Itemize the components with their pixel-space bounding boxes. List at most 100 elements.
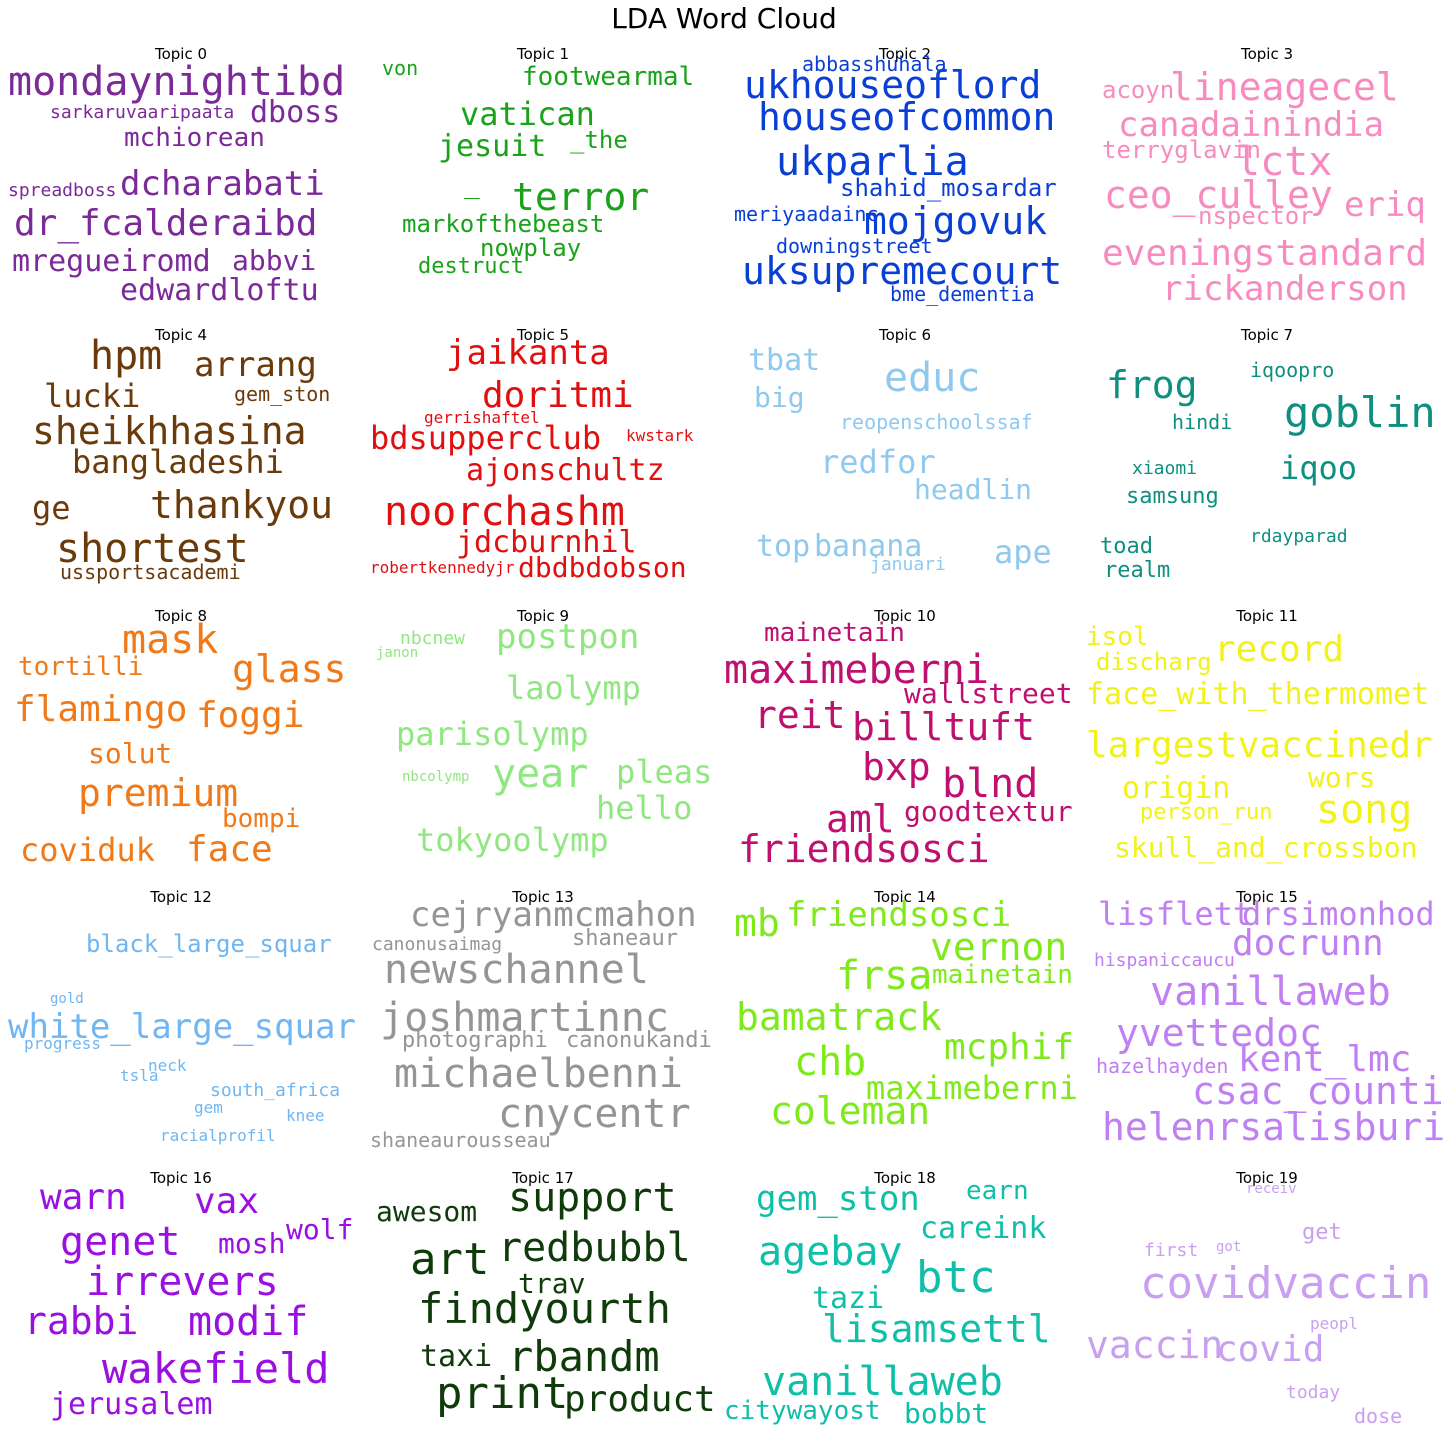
- cloud-word: rbandm: [508, 1332, 660, 1381]
- cloud-word: print: [436, 1368, 569, 1419]
- cloud-word: lisamsettl: [822, 1307, 1051, 1351]
- cloud-word: bompi: [222, 804, 301, 834]
- topic-panel: Topic 18 gem_ston earn careink agebay btc tazi…: [724, 0, 1086, 1428]
- cloud-word: friendsosci: [786, 895, 1012, 935]
- cloud-word: aml: [826, 797, 895, 841]
- cloud-word: earn: [966, 1176, 1029, 1206]
- cloud-word: largestvaccinedr: [1086, 725, 1433, 766]
- cloud-word: ukhouseoflord: [744, 63, 1042, 107]
- cloud-word: shahid_mosardar: [840, 174, 1057, 202]
- cloud-word: dcharabati: [120, 164, 325, 204]
- topic-title: Topic 18: [874, 1169, 936, 1187]
- topic-title: Topic 9: [516, 607, 570, 625]
- cloud-word: reopenschoolssaf: [840, 410, 1033, 434]
- cloud-word: nowplay: [480, 234, 582, 262]
- cloud-word: dose: [1354, 1404, 1403, 1428]
- cloud-word: eriq: [1344, 185, 1426, 225]
- cloud-word: footwearmal: [522, 62, 695, 92]
- cloud-word: redfor: [820, 443, 936, 481]
- topic-title: Topic 19: [1236, 1169, 1298, 1187]
- cloud-word: canadainindia: [1118, 105, 1385, 145]
- topic-panel: Topic 6 tbat educ big reopenschoolssaf redfor…: [724, 0, 1086, 574]
- cloud-word: coleman: [770, 1089, 931, 1133]
- cloud-word: discharg: [1096, 648, 1212, 676]
- cloud-word: product: [564, 1379, 716, 1420]
- cloud-word: findyourth: [418, 1284, 671, 1333]
- cloud-word: gem_ston: [234, 382, 331, 406]
- cloud-word: covidvaccin: [1140, 1258, 1432, 1309]
- cloud-word: iqoopro: [1250, 358, 1335, 382]
- cloud-word: pleas: [616, 753, 713, 791]
- cloud-word: hello: [596, 789, 693, 827]
- cloud-word: wors: [1308, 761, 1376, 794]
- cloud-word: trav: [518, 1267, 586, 1300]
- cloud-word: goblin: [1284, 388, 1436, 437]
- cloud-word: gem_ston: [756, 1179, 920, 1219]
- topic-title: Topic 7: [1240, 326, 1294, 344]
- cloud-word: bme_dementia: [890, 282, 1035, 306]
- cloud-word: premium: [78, 771, 239, 815]
- cloud-word: downingstreet: [776, 234, 933, 258]
- cloud-word: isol: [1086, 622, 1149, 652]
- cloud-word: lucki: [44, 377, 141, 415]
- cloud-word: solut: [88, 737, 173, 770]
- cloud-word: glass: [232, 647, 347, 691]
- cloud-word: btc: [916, 1252, 996, 1303]
- cloud-word: houseofcommon: [758, 95, 1056, 139]
- cloud-word: record: [1214, 629, 1345, 670]
- cloud-word: yvettedoc: [1116, 1011, 1322, 1055]
- topic-title: Topic 13: [512, 888, 574, 906]
- cloud-word: sheikhhasina: [32, 409, 307, 453]
- cloud-word: docrunn: [1232, 923, 1384, 964]
- cloud-word: goodtextur: [904, 795, 1073, 828]
- cloud-word: sarkaruvaaripaata: [50, 102, 235, 123]
- cloud-word: year: [492, 751, 589, 797]
- cloud-word: jerusalem: [50, 1387, 213, 1422]
- topic-title: Topic 5: [516, 326, 570, 344]
- cloud-word: jaikanta: [446, 333, 610, 373]
- cloud-word: mojgovuk: [864, 199, 1048, 243]
- cloud-word: bobbt: [904, 1397, 989, 1430]
- cloud-word: agebay: [758, 1229, 903, 1275]
- topic-panel: Topic 7 frog iqoopro goblin hindi iqoo xiaomi s…: [1086, 0, 1448, 582]
- cloud-word: mainetain: [764, 618, 905, 648]
- cloud-word: kent_lmc: [1238, 1039, 1412, 1080]
- topic-panel: Topic 3 acoyn lineagecel canadainindia terry…: [1086, 0, 1448, 306]
- cloud-word: csac_counti: [1192, 1069, 1444, 1113]
- topic-title: Topic 1: [516, 45, 570, 63]
- cloud-word: samsung: [1126, 484, 1219, 509]
- cloud-word: lctx: [1236, 139, 1333, 185]
- cloud-word: tbat: [748, 343, 821, 378]
- cloud-word: jesuit: [438, 129, 547, 164]
- cloud-word: friendsosci: [738, 827, 990, 871]
- cloud-word: joshmartinnc: [380, 995, 669, 1041]
- cloud-word: origin: [1122, 771, 1231, 806]
- cloud-word: drsimonhod: [1242, 895, 1435, 933]
- cloud-word: dr_fcalderaibd: [14, 203, 318, 244]
- topic-panel: Topic 12 black_large_squar gold white_large…: [0, 0, 362, 1144]
- cloud-word: cejryanmcmahon: [410, 895, 697, 935]
- cloud-word: face: [186, 829, 273, 870]
- cloud-word: vaccin: [1086, 1323, 1224, 1367]
- cloud-word: jdcburnhil: [456, 525, 637, 560]
- cloud-word: progress: [24, 1034, 102, 1053]
- cloud-word: iqoo: [1280, 449, 1358, 487]
- topic-title: Topic 8: [154, 607, 208, 625]
- cloud-word: canonukandi: [566, 1028, 712, 1053]
- topic-panel: Topic 0 mondaynightibd dboss sarkaruvaaripa…: [0, 0, 362, 306]
- cloud-word: first: [1144, 1240, 1199, 1261]
- cloud-word: terryglavin: [1102, 136, 1261, 164]
- cloud-word: hindi: [1172, 410, 1233, 434]
- topic-panel: Topic 14 mb friendsosci vernon frsa mainetain…: [724, 0, 1086, 1130]
- cloud-word: knee: [286, 1106, 325, 1125]
- cloud-word: blnd: [942, 761, 1039, 807]
- cloud-word: maximeberni: [724, 647, 989, 693]
- cloud-word: nbcnew: [400, 628, 466, 649]
- cloud-word: modif: [188, 1299, 309, 1345]
- topic-panel: Topic 16 warn vax genet mosh wolf irrevers rabb…: [0, 0, 362, 1420]
- topic-title: Topic 11: [1236, 607, 1298, 625]
- cloud-word: canonusaimag: [372, 934, 503, 955]
- cloud-word: hpm: [90, 333, 163, 379]
- cloud-word: rickanderson: [1162, 269, 1408, 309]
- cloud-word: tsla: [120, 1066, 159, 1085]
